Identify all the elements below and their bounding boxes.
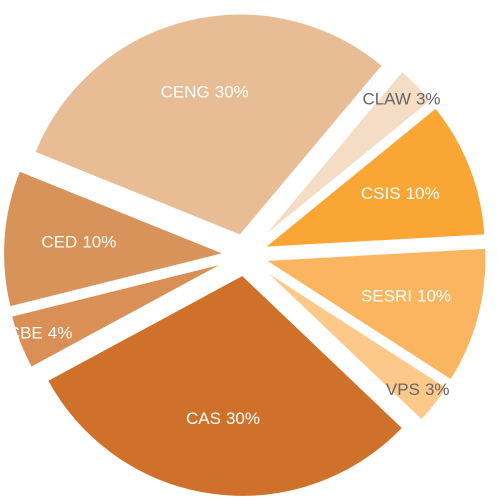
slice-label: CENG 30% — [161, 83, 249, 102]
slice-category: VPS — [386, 380, 420, 399]
slice-value: 4% — [48, 324, 73, 343]
pie-slice — [9, 261, 227, 370]
slice-label: CED 10% — [41, 233, 116, 252]
slice-value: 10% — [406, 184, 440, 203]
slice-label: CLAW 3% — [362, 90, 440, 109]
slice-label: SESRI 10% — [361, 287, 451, 306]
slice-category: SESRI — [361, 287, 412, 306]
pie-slice — [2, 169, 229, 309]
slice-category: CBE — [8, 324, 43, 343]
slice-category: CLAW — [362, 90, 411, 109]
pie-slice — [258, 69, 433, 242]
slice-category: CAS — [186, 410, 221, 429]
slice-value: 30% — [215, 83, 249, 102]
pie-slice — [45, 273, 405, 498]
slice-value: 3% — [425, 380, 450, 399]
slice-category: CED — [41, 233, 77, 252]
slice-label: CBE 4% — [8, 324, 73, 343]
slice-value: 10% — [82, 233, 116, 252]
slice-label: CSIS 10% — [361, 184, 440, 203]
pie-slice — [33, 12, 385, 237]
pie-slice — [260, 106, 487, 249]
pie-slice — [260, 266, 449, 422]
pie-slice — [261, 246, 488, 382]
slice-value: 3% — [416, 90, 441, 109]
slice-category: CSIS — [361, 184, 401, 203]
slice-value: 30% — [226, 410, 260, 429]
slice-value: 10% — [417, 287, 451, 306]
slice-label: VPS 3% — [386, 380, 450, 399]
slice-label: CAS 30% — [186, 410, 260, 429]
slice-category: CENG — [161, 83, 210, 102]
